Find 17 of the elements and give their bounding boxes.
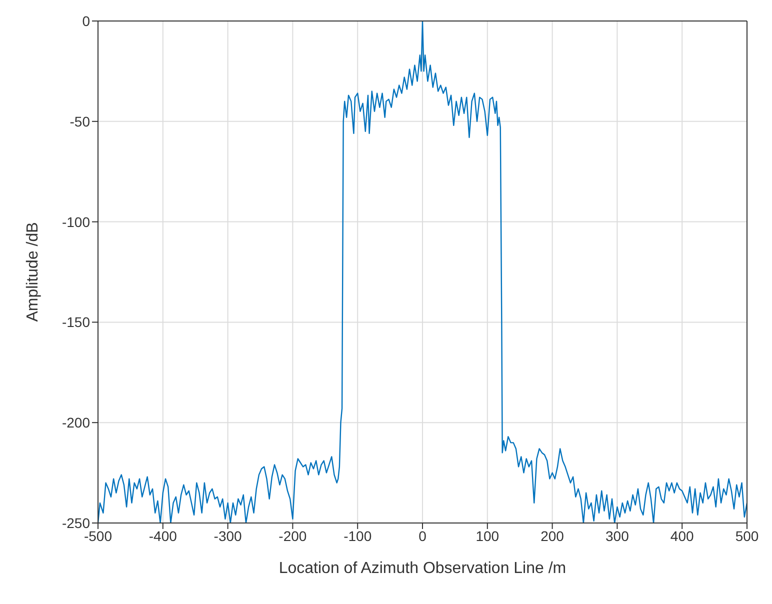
x-tick-label: 200 — [540, 528, 564, 544]
x-axis-title: Location of Azimuth Observation Line /m — [278, 560, 566, 577]
x-tick-label: -300 — [214, 528, 242, 544]
x-tick-label: -400 — [148, 528, 178, 544]
x-tick-label: 400 — [670, 528, 694, 544]
y-tick-label: -150 — [62, 314, 90, 330]
y-tick-label: -50 — [70, 113, 90, 130]
y-axis-title: Amplitude /dB — [24, 222, 42, 322]
x-tick-label: 300 — [606, 528, 630, 544]
x-tick-label: -100 — [344, 528, 372, 544]
y-tick-label: -200 — [62, 414, 90, 431]
x-tick-label: 100 — [476, 528, 500, 544]
x-tick-label: 0 — [418, 528, 427, 544]
y-tick-label: -100 — [62, 214, 90, 230]
y-tick-label: 0 — [82, 12, 90, 29]
x-tick-label: 500 — [735, 528, 759, 544]
x-tick-label: -200 — [278, 528, 307, 544]
